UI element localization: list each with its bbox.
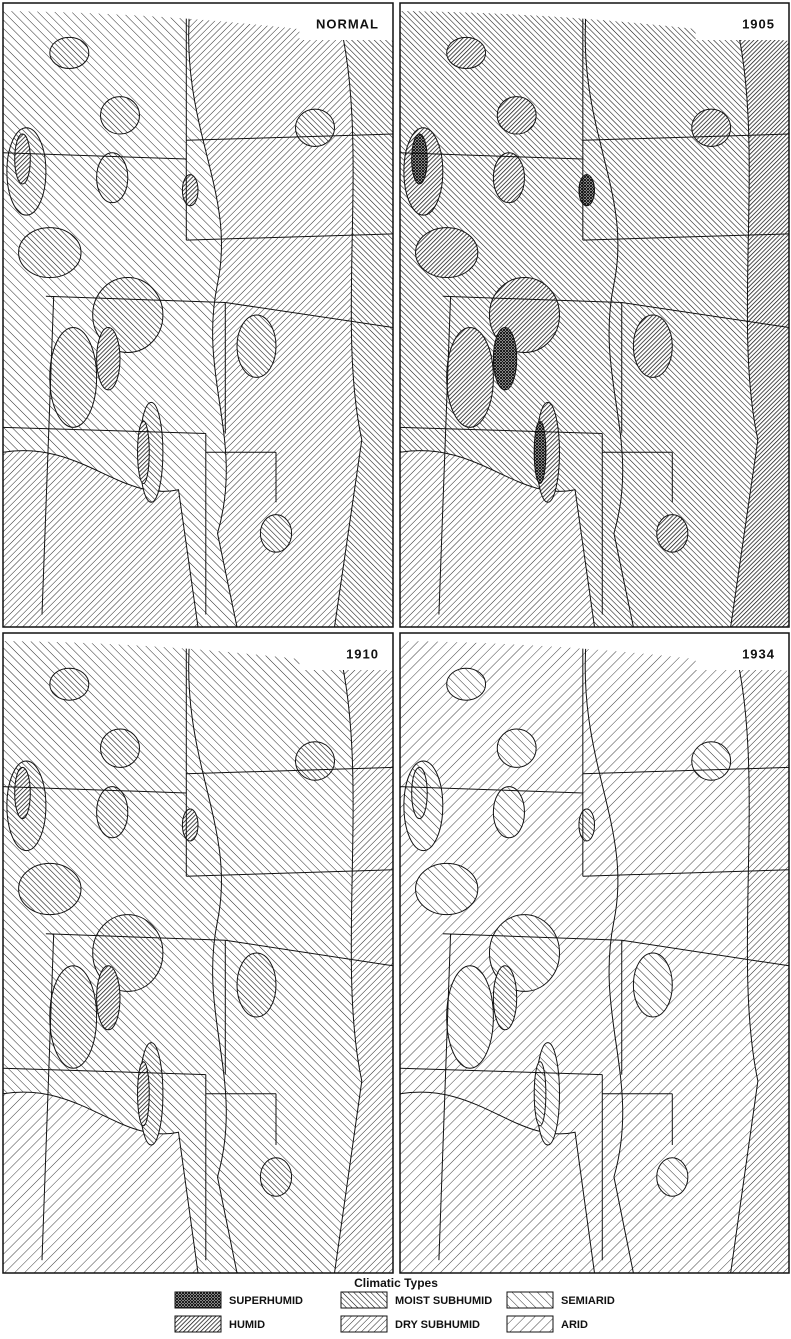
region-blob: [101, 729, 140, 767]
region-blob: [50, 37, 89, 68]
region-blob-wet: [182, 809, 198, 841]
map-body: [3, 3, 393, 627]
region-blob: [692, 742, 731, 780]
region-blob-wet: [579, 809, 595, 841]
region-blob-wet: [534, 421, 546, 483]
panel-label: NORMAL: [316, 16, 379, 31]
region-blob: [447, 327, 494, 427]
region-blob-wet: [412, 767, 428, 818]
region-blob: [447, 668, 486, 700]
region-blob-wet: [97, 966, 120, 1030]
legend-label: SEMIARID: [561, 1295, 615, 1307]
legend-label: ARID: [561, 1319, 588, 1331]
region-blob-wet: [493, 327, 516, 389]
legend-swatch: [175, 1292, 221, 1308]
map-body: [400, 3, 789, 627]
region-blob: [50, 966, 97, 1068]
region-blob: [97, 787, 128, 838]
region-blob: [497, 729, 536, 767]
region-blob: [101, 97, 140, 134]
region-blob: [493, 153, 524, 203]
legend-label: HUMID: [229, 1319, 265, 1331]
legend-swatch: [507, 1316, 553, 1332]
page: {"panels": [{"label": "NORMAL"}, {"label…: [0, 0, 791, 1339]
region-blob-wet: [15, 134, 31, 184]
region-blob-wet: [182, 175, 198, 206]
region-blob-wet: [97, 327, 120, 389]
legend-title: Climatic Types: [354, 1276, 438, 1290]
map-panel: 1905: [400, 3, 789, 627]
panel-label: 1910: [346, 646, 379, 661]
region-blob: [447, 966, 494, 1068]
legend-swatch: [341, 1316, 387, 1332]
region-blob: [447, 37, 486, 68]
region-blob: [50, 327, 97, 427]
region-blob: [493, 787, 524, 838]
region-blob-wet: [15, 767, 31, 818]
region-blob: [657, 1158, 688, 1196]
region-blob-wet: [493, 966, 516, 1030]
region-blob: [260, 1158, 291, 1196]
legend-label: SUPERHUMID: [229, 1295, 303, 1307]
legend-swatch: [175, 1316, 221, 1332]
region-blob: [260, 515, 291, 552]
region-blob: [692, 109, 731, 146]
map-panel: 1934: [400, 633, 789, 1273]
region-blob-wet: [412, 134, 428, 184]
region-blob: [633, 315, 672, 377]
region-blob: [633, 953, 672, 1017]
region-blob: [97, 153, 128, 203]
map-panel: 1910: [3, 633, 393, 1273]
figure: NORMAL 1905 1910 1934 Climatic Types SUPERHUM…: [0, 0, 791, 1339]
panel-label: 1934: [742, 646, 775, 661]
region-blob-wet: [579, 175, 595, 206]
region-blob: [19, 863, 81, 914]
map-body: [400, 633, 789, 1273]
region-blob: [497, 97, 536, 134]
map-body: [3, 633, 393, 1273]
region-blob: [657, 515, 688, 552]
region-blob: [237, 315, 276, 377]
region-blob-wet: [534, 1062, 546, 1126]
region-blob: [296, 109, 335, 146]
legend-label: MOIST SUBHUMID: [395, 1295, 492, 1307]
region-blob: [19, 228, 81, 278]
region-blob: [416, 863, 478, 914]
legend-swatch: [341, 1292, 387, 1308]
region-blob: [237, 953, 276, 1017]
legend-swatch: [507, 1292, 553, 1308]
map-panel: NORMAL: [3, 3, 393, 627]
legend-label: DRY SUBHUMID: [395, 1319, 480, 1331]
region-blob-wet: [138, 1062, 150, 1126]
region-blob: [296, 742, 335, 780]
region-blob-wet: [138, 421, 150, 483]
region-blob: [50, 668, 89, 700]
region-blob: [416, 228, 478, 278]
panel-label: 1905: [742, 16, 775, 31]
